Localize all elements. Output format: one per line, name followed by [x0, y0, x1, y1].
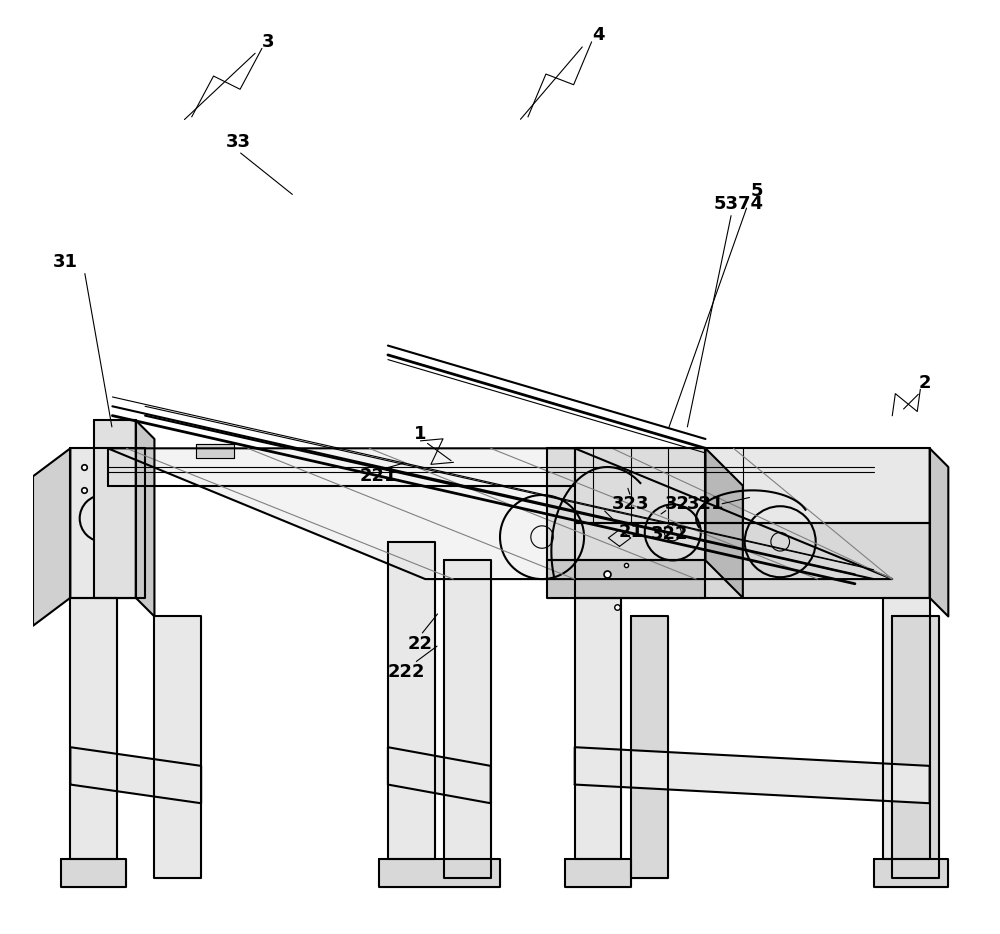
Text: 22: 22: [408, 635, 433, 654]
Text: 222: 222: [388, 663, 425, 682]
Polygon shape: [575, 523, 930, 598]
Polygon shape: [874, 859, 948, 887]
Polygon shape: [108, 448, 892, 579]
Text: 5: 5: [751, 182, 763, 201]
Polygon shape: [33, 448, 70, 626]
Polygon shape: [444, 560, 491, 878]
Polygon shape: [575, 448, 930, 523]
Polygon shape: [70, 747, 201, 803]
Text: 33: 33: [226, 133, 251, 151]
Text: 5374: 5374: [713, 194, 763, 213]
Text: 3: 3: [262, 33, 275, 51]
Polygon shape: [547, 560, 705, 598]
Polygon shape: [705, 448, 743, 598]
Polygon shape: [575, 747, 930, 803]
Text: 31: 31: [53, 252, 78, 271]
Polygon shape: [547, 448, 705, 560]
Polygon shape: [379, 859, 500, 887]
Polygon shape: [892, 616, 939, 878]
Polygon shape: [631, 616, 668, 878]
Polygon shape: [575, 598, 621, 859]
Text: 21: 21: [618, 523, 643, 542]
Polygon shape: [388, 747, 491, 803]
Polygon shape: [883, 598, 930, 859]
Text: 322: 322: [651, 525, 689, 544]
Text: 323: 323: [612, 495, 650, 514]
Polygon shape: [70, 598, 117, 859]
Text: 321: 321: [687, 495, 724, 514]
Polygon shape: [94, 420, 136, 598]
Polygon shape: [136, 420, 154, 616]
Polygon shape: [196, 444, 234, 458]
Polygon shape: [154, 616, 201, 878]
Polygon shape: [61, 859, 126, 887]
Polygon shape: [70, 448, 145, 598]
Text: 1: 1: [414, 425, 427, 444]
Text: 4: 4: [592, 26, 604, 45]
Text: 32: 32: [665, 495, 690, 514]
Polygon shape: [388, 542, 435, 859]
Polygon shape: [565, 859, 631, 887]
Polygon shape: [930, 448, 948, 616]
Text: 221: 221: [360, 467, 397, 486]
Text: 2: 2: [919, 374, 931, 392]
